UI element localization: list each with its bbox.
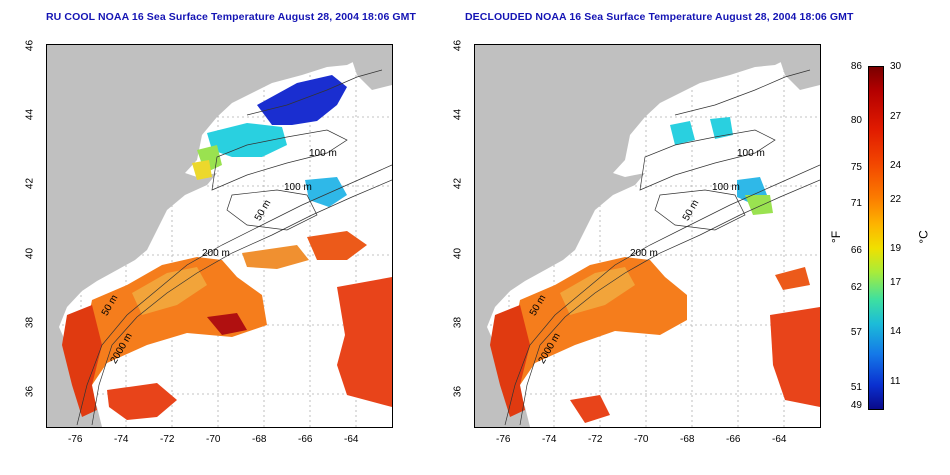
left-x-74: -74 <box>114 434 129 445</box>
cb-c-24: 24 <box>890 160 902 171</box>
cb-f-57: 57 <box>850 327 862 338</box>
right-sst-map: 100 m 100 m 50 m 200 m 50 m 2000 m <box>474 44 821 428</box>
temperature-colorbar <box>868 66 884 410</box>
cb-c-30: 30 <box>890 61 902 72</box>
right-contour-label-200m: 200 m <box>630 248 658 259</box>
right-y-40: 40 <box>452 247 464 260</box>
right-y-38: 38 <box>452 316 464 329</box>
contour-label-100m-a: 100 m <box>309 148 337 159</box>
contour-label-200m: 200 m <box>202 248 230 259</box>
left-x-66: -66 <box>298 434 313 445</box>
left-map-title: RU COOL NOAA 16 Sea Surface Temperature … <box>46 11 417 23</box>
right-y-36: 36 <box>452 385 464 398</box>
left-x-70: -70 <box>206 434 221 445</box>
right-x-66: -66 <box>726 434 741 445</box>
left-y-40: 40 <box>24 247 36 260</box>
cb-f-75: 75 <box>850 162 862 173</box>
cb-c-17: 17 <box>890 277 902 288</box>
cb-c-22: 22 <box>890 194 902 205</box>
right-map-graphic <box>475 45 820 427</box>
cb-c-19: 19 <box>890 243 902 254</box>
cb-f-80: 80 <box>850 115 862 126</box>
left-y-46: 46 <box>24 39 36 52</box>
cb-f-62: 62 <box>850 282 862 293</box>
left-y-38: 38 <box>24 316 36 329</box>
right-x-76: -76 <box>496 434 511 445</box>
contour-label-100m-b: 100 m <box>284 182 312 193</box>
left-y-42: 42 <box>24 177 36 190</box>
left-y-36: 36 <box>24 385 36 398</box>
right-x-64: -64 <box>772 434 787 445</box>
cb-f-51: 51 <box>850 382 862 393</box>
right-x-72: -72 <box>588 434 603 445</box>
left-map-graphic <box>47 45 392 427</box>
left-x-72: -72 <box>160 434 175 445</box>
celsius-unit-label: °C <box>916 230 931 244</box>
cb-f-49: 49 <box>850 400 862 411</box>
right-y-42: 42 <box>452 177 464 190</box>
cb-c-11: 11 <box>890 376 901 387</box>
left-x-68: -68 <box>252 434 267 445</box>
cb-f-86: 86 <box>850 61 862 72</box>
right-map-title: DECLOUDED NOAA 16 Sea Surface Temperatur… <box>465 11 854 23</box>
cb-f-71: 71 <box>850 198 862 209</box>
right-contour-label-100m-a: 100 m <box>737 148 765 159</box>
left-x-76: -76 <box>68 434 83 445</box>
right-contour-label-100m-b: 100 m <box>712 182 740 193</box>
left-x-64: -64 <box>344 434 359 445</box>
right-y-44: 44 <box>452 108 464 121</box>
cb-f-66: 66 <box>850 245 862 256</box>
fahrenheit-unit-label: °F <box>829 230 844 244</box>
left-sst-map: 100 m 100 m 50 m 200 m 50 m 2000 m <box>46 44 393 428</box>
right-x-70: -70 <box>634 434 649 445</box>
right-y-46: 46 <box>452 39 464 52</box>
right-x-74: -74 <box>542 434 557 445</box>
right-x-68: -68 <box>680 434 695 445</box>
cb-c-14: 14 <box>890 326 902 337</box>
left-y-44: 44 <box>24 108 36 121</box>
cb-c-27: 27 <box>890 111 902 122</box>
